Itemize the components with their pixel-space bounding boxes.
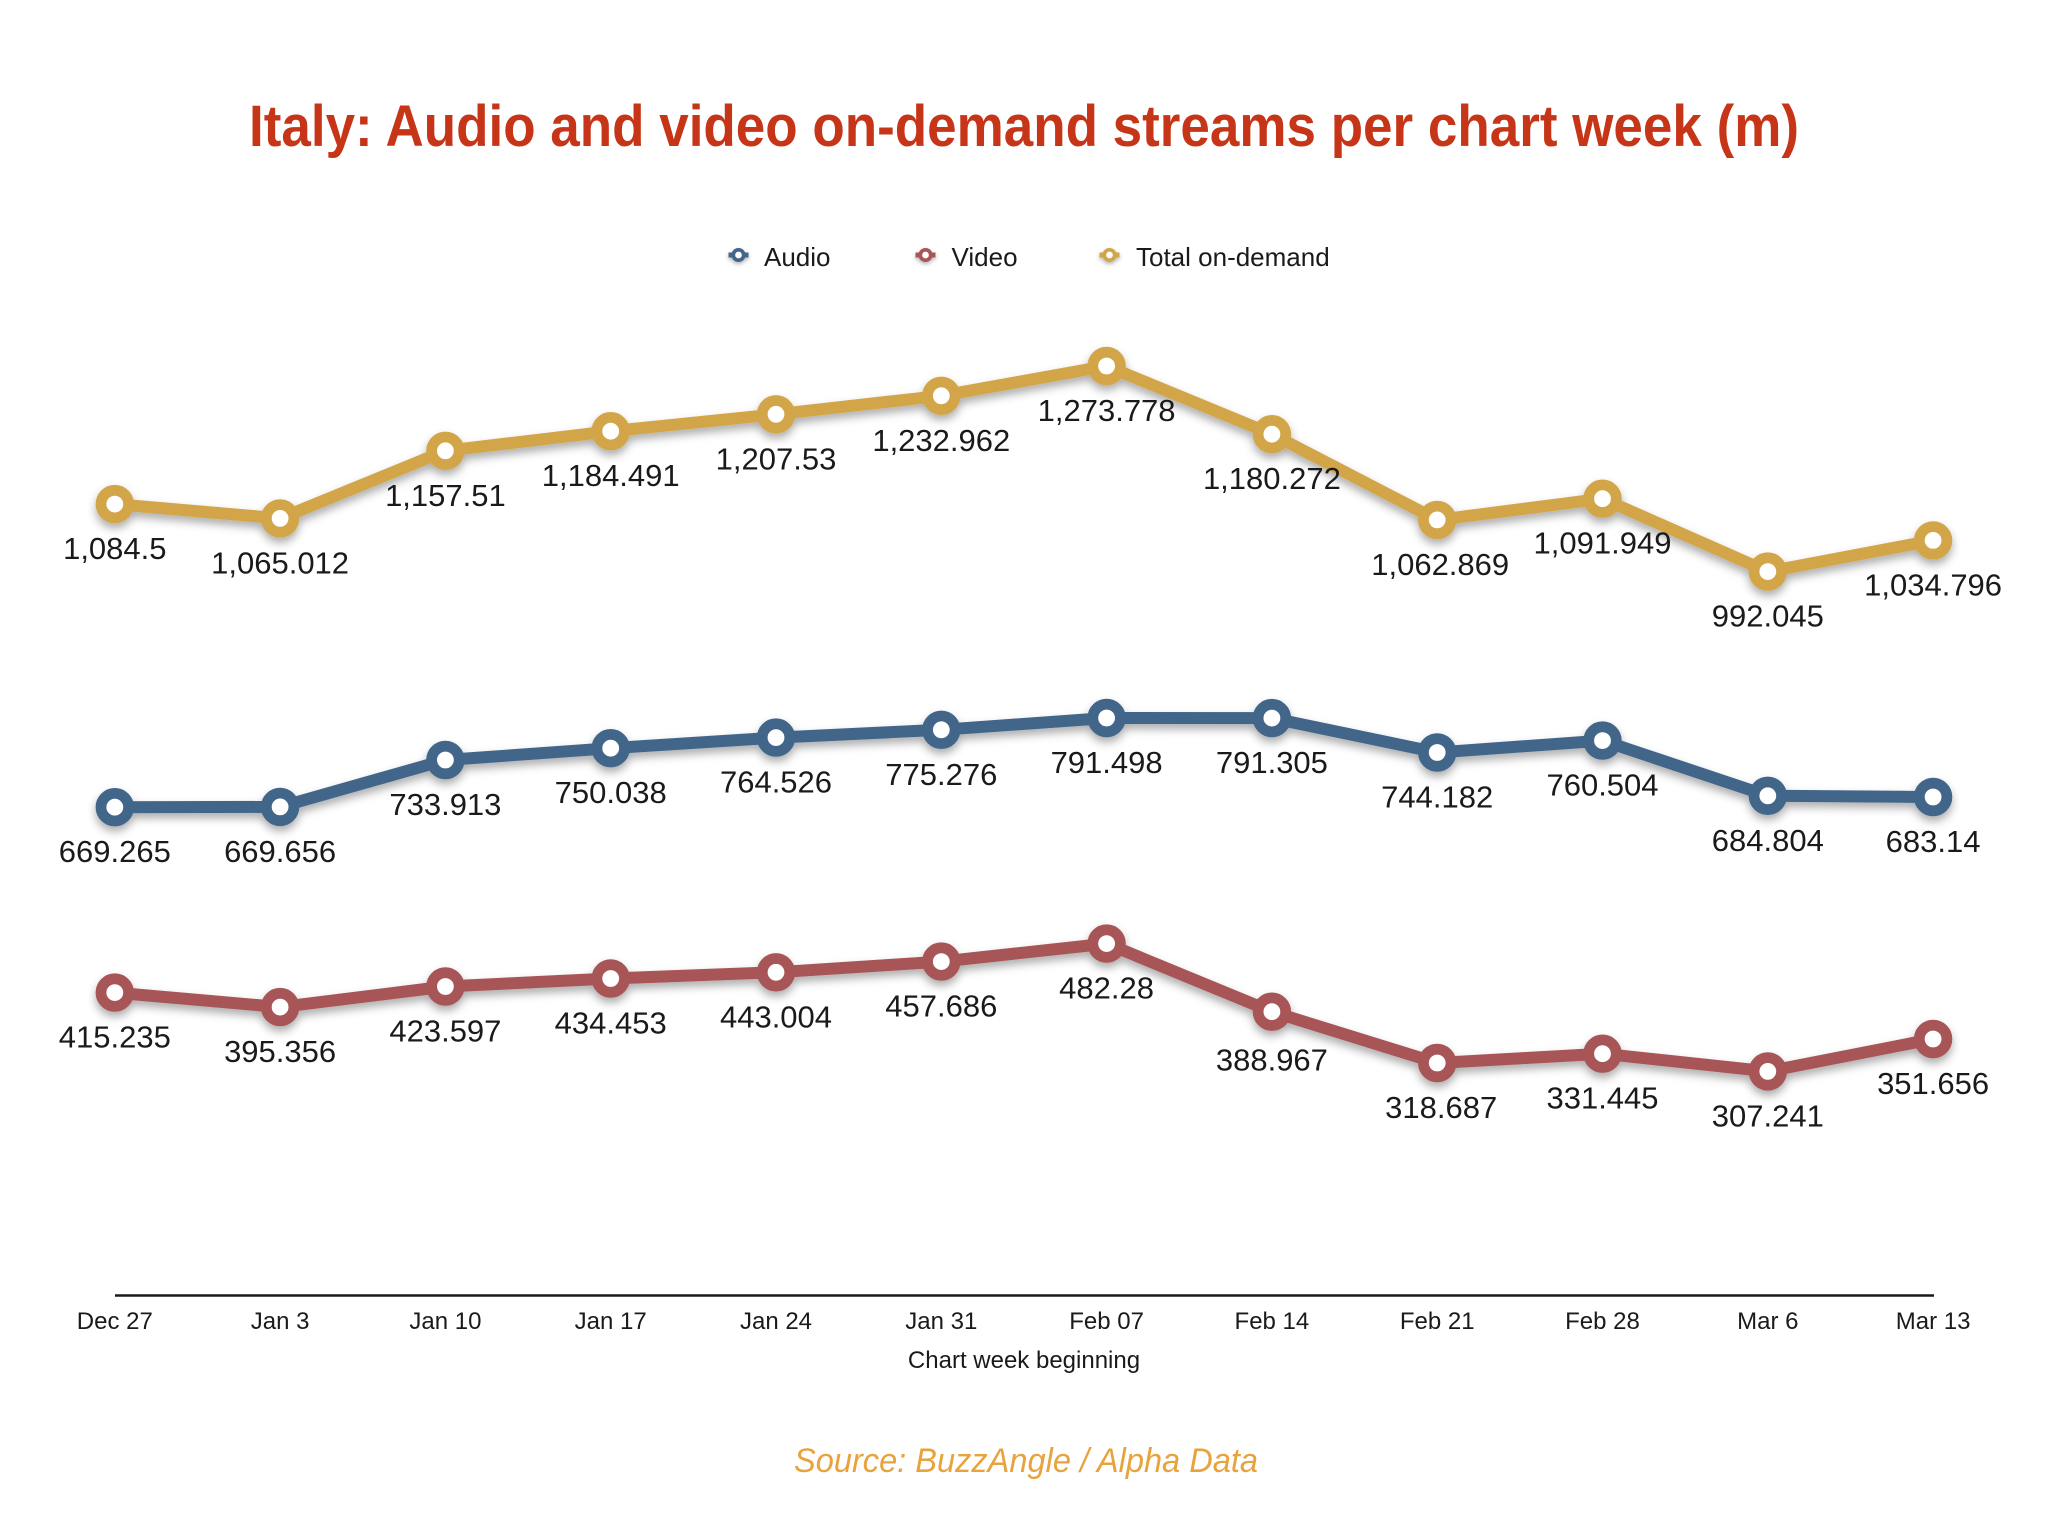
svg-text:1,232.962: 1,232.962 (872, 423, 1010, 458)
svg-text:Video: Video (952, 242, 1018, 272)
svg-text:Jan 3: Jan 3 (251, 1308, 310, 1335)
svg-text:1,273.778: 1,273.778 (1038, 393, 1176, 428)
svg-text:Jan 17: Jan 17 (575, 1308, 647, 1335)
svg-text:Chart week beginning: Chart week beginning (908, 1347, 1140, 1374)
svg-text:1,157.51: 1,157.51 (385, 478, 506, 513)
svg-text:434.453: 434.453 (555, 1006, 667, 1041)
svg-text:Audio: Audio (764, 242, 831, 272)
svg-text:1,091.949: 1,091.949 (1534, 526, 1672, 561)
svg-text:395.356: 395.356 (224, 1034, 336, 1069)
svg-text:Jan 31: Jan 31 (905, 1308, 977, 1335)
svg-text:791.498: 791.498 (1051, 745, 1163, 780)
svg-text:Italy: Audio and video on-dema: Italy: Audio and video on-demand streams… (249, 94, 1799, 159)
svg-text:669.265: 669.265 (59, 834, 171, 869)
svg-text:423.597: 423.597 (389, 1014, 501, 1049)
svg-text:684.804: 684.804 (1712, 823, 1824, 858)
svg-text:683.14: 683.14 (1886, 824, 1981, 859)
svg-text:Jan 24: Jan 24 (740, 1308, 812, 1335)
svg-text:760.504: 760.504 (1546, 768, 1658, 803)
svg-text:Total on-demand: Total on-demand (1136, 242, 1330, 272)
svg-text:457.686: 457.686 (885, 989, 997, 1024)
svg-text:Feb 14: Feb 14 (1235, 1308, 1310, 1335)
svg-text:Mar 6: Mar 6 (1737, 1308, 1798, 1335)
svg-text:791.305: 791.305 (1216, 745, 1328, 780)
svg-text:1,084.5: 1,084.5 (63, 531, 166, 566)
svg-text:443.004: 443.004 (720, 999, 832, 1034)
svg-text:307.241: 307.241 (1712, 1098, 1824, 1133)
svg-text:744.182: 744.182 (1381, 780, 1493, 815)
svg-text:992.045: 992.045 (1712, 599, 1824, 634)
svg-text:775.276: 775.276 (885, 757, 997, 792)
svg-text:331.445: 331.445 (1546, 1081, 1658, 1116)
svg-text:Feb 21: Feb 21 (1400, 1308, 1475, 1335)
svg-text:Dec 27: Dec 27 (77, 1308, 153, 1335)
svg-text:1,184.491: 1,184.491 (542, 458, 680, 493)
svg-text:750.038: 750.038 (555, 775, 667, 810)
svg-text:Source: BuzzAngle / Alpha Data: Source: BuzzAngle / Alpha Data (794, 1442, 1258, 1480)
svg-text:1,180.272: 1,180.272 (1203, 461, 1341, 496)
svg-text:Jan 10: Jan 10 (409, 1308, 481, 1335)
svg-text:318.687: 318.687 (1385, 1090, 1497, 1125)
svg-text:Feb 07: Feb 07 (1069, 1308, 1144, 1335)
svg-text:1,062.869: 1,062.869 (1371, 547, 1509, 582)
svg-text:Mar 13: Mar 13 (1896, 1308, 1971, 1335)
svg-text:1,207.53: 1,207.53 (716, 441, 837, 476)
svg-text:733.913: 733.913 (389, 787, 501, 822)
svg-text:388.967: 388.967 (1216, 1043, 1328, 1078)
svg-text:Feb 28: Feb 28 (1565, 1308, 1640, 1335)
svg-text:482.28: 482.28 (1059, 971, 1154, 1006)
svg-text:1,065.012: 1,065.012 (211, 545, 349, 580)
svg-text:415.235: 415.235 (59, 1020, 171, 1055)
svg-text:764.526: 764.526 (720, 765, 832, 800)
svg-text:1,034.796: 1,034.796 (1864, 567, 2002, 602)
svg-text:351.656: 351.656 (1877, 1066, 1989, 1101)
svg-text:669.656: 669.656 (224, 834, 336, 869)
